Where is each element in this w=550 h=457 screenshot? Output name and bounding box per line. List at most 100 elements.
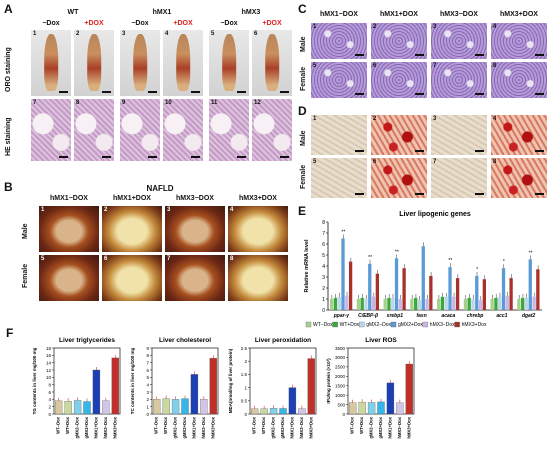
gene-bar xyxy=(398,299,402,310)
col-header-hmx3-plus: +DOX xyxy=(262,20,282,27)
metric-bar xyxy=(386,382,395,415)
oro-liver-tile: 8 xyxy=(490,157,548,199)
metric-bar xyxy=(307,358,315,415)
x-tick-label: gMX2+Dox xyxy=(84,416,89,438)
larva-image xyxy=(44,33,58,91)
tile-number: 1 xyxy=(41,207,45,213)
gene-bar xyxy=(337,296,341,310)
gene-bar xyxy=(429,275,433,310)
scale-bar xyxy=(102,91,111,93)
legend-swatch xyxy=(422,321,428,328)
y-axis-label: IFU/mg protein (×10³) xyxy=(326,358,331,404)
x-tick-label: WT+Dox xyxy=(65,416,70,434)
x-tick-label: WT−Dox xyxy=(350,416,355,434)
y-axis-label: TG contents in liver mg/100 mg xyxy=(32,347,37,414)
metric-bar xyxy=(279,408,287,415)
x-tick-label: hMX3+Dox xyxy=(112,416,117,438)
metric-bar xyxy=(92,369,101,415)
legend-label: gMX2+Dox xyxy=(398,322,423,328)
y-tick-label: 4 xyxy=(322,264,325,270)
y-tick-label: 0 xyxy=(322,308,325,314)
larva-image xyxy=(133,33,147,91)
y-tick-label: 1000 xyxy=(335,393,346,398)
col-header-hmx3-minus: −Dox xyxy=(220,20,238,27)
chart-title: Liver peroxidation xyxy=(255,337,311,344)
nafld-liver-photo: 1 xyxy=(38,205,100,253)
x-tick-label: gMX2−Dox xyxy=(173,416,178,438)
metric-bar xyxy=(251,408,259,415)
gene-bar xyxy=(455,278,460,310)
scale-bar xyxy=(148,156,157,158)
tile-number: 2 xyxy=(104,207,108,213)
x-tick-label: hMX3−Dox xyxy=(299,416,304,438)
liver-metric-chart: Liver cholesterol TC contents in liver mg… xyxy=(130,337,219,439)
tile-number: 2 xyxy=(76,31,80,37)
chart-title: Liver ROS xyxy=(365,337,397,344)
gene-bar xyxy=(391,297,395,310)
metric-bar xyxy=(367,402,376,415)
scale-bar xyxy=(355,93,364,95)
tile-number: 3 xyxy=(433,24,437,30)
x-tick-label: hMX1+Dox xyxy=(191,416,196,438)
y-tick-label: 18 xyxy=(46,346,52,351)
col-header-hmx1-minus: −Dox xyxy=(131,20,149,27)
panel-label-c: C xyxy=(298,2,307,16)
y-tick-label: 4 xyxy=(48,397,51,402)
y-tick-label: 2000 xyxy=(335,374,346,379)
oro-whole-fish-tile: 3 xyxy=(119,29,161,97)
y-tick-label: 3 xyxy=(322,275,325,281)
metric-bar xyxy=(162,398,170,415)
legend-swatch xyxy=(305,321,312,328)
metric-bar xyxy=(171,399,180,415)
y-tick-label: 5 xyxy=(322,253,325,259)
gene-bar xyxy=(467,297,471,310)
gene-bar xyxy=(387,297,391,310)
gene-bar xyxy=(371,296,376,310)
gene-bar xyxy=(475,275,479,310)
tile-number: 11 xyxy=(211,100,218,106)
metric-bar xyxy=(288,387,297,415)
gene-bar xyxy=(509,278,513,310)
larva-image xyxy=(265,33,279,91)
tile-number: 1 xyxy=(313,116,317,122)
gene-bar xyxy=(414,297,418,310)
significance-mark: ** xyxy=(529,250,533,256)
chart-title: Liver triglycerides xyxy=(59,337,115,344)
oro-liver-tile: 3 xyxy=(430,114,488,156)
gene-bar xyxy=(410,299,414,310)
gene-bar xyxy=(517,299,521,310)
histo-col-header: hMX1−DOX xyxy=(320,11,358,18)
tile-number: 4 xyxy=(230,207,234,213)
nafld-liver-photo: 6 xyxy=(101,254,163,302)
oro-liver-tile: 6 xyxy=(370,157,428,199)
x-tick-label: WT+Dox xyxy=(163,416,168,434)
gene-bar xyxy=(448,267,452,310)
tile-number: 7 xyxy=(433,159,437,165)
legend-label: WT−Dox xyxy=(313,322,333,328)
oro-liver-tile: 5 xyxy=(310,157,368,199)
tile-number: 4 xyxy=(493,116,497,122)
tile-number: 10 xyxy=(165,100,172,106)
metric-bar xyxy=(260,408,268,415)
nafld-row-label: Male xyxy=(22,223,29,239)
gene-bar xyxy=(494,297,498,310)
nafld-liver-photo: 2 xyxy=(101,205,163,253)
nafld-col-header: hMX1+DOX xyxy=(113,195,151,202)
gene-bar xyxy=(402,268,406,310)
x-tick-label: hMX1+Dox xyxy=(93,416,98,438)
tile-number: 7 xyxy=(33,100,37,106)
tile-number: 7 xyxy=(167,256,171,262)
y-axis-label: Relative mRNA level xyxy=(304,239,310,292)
nafld-title: NAFLD xyxy=(146,184,174,193)
gene-bar xyxy=(437,299,441,310)
gene-bar xyxy=(536,269,540,310)
tile-number: 3 xyxy=(433,116,437,122)
y-tick-label: 2.5 xyxy=(241,346,248,351)
he-stain-tile: 10 xyxy=(162,98,204,162)
x-tick-label: ppar-γ xyxy=(333,313,350,319)
y-tick-label: 1 xyxy=(244,385,247,390)
tile-number: 7 xyxy=(433,63,437,69)
scale-bar xyxy=(280,91,289,93)
x-tick-label: gMX2−Dox xyxy=(369,416,374,438)
chart-title: Liver cholesterol xyxy=(159,337,211,344)
